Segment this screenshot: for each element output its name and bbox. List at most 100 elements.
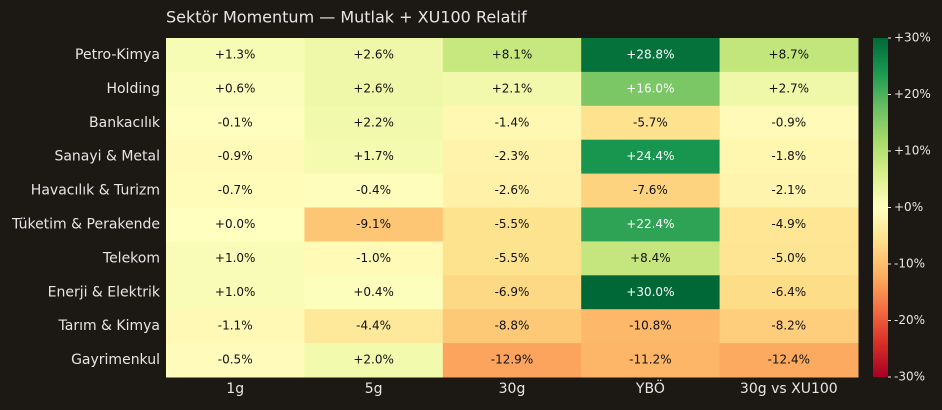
cell-label: -2.6%: [495, 183, 530, 197]
heat-cell: [304, 38, 444, 73]
heat-cell: [719, 173, 859, 208]
col-label: 1g: [226, 381, 244, 397]
cell-label: +0.0%: [215, 217, 256, 231]
cell-label: -0.7%: [218, 183, 253, 197]
colorbar-tick-label: +30%: [894, 31, 931, 45]
heat-cell: [166, 207, 305, 242]
row-label: Enerji & Elektrik: [48, 284, 161, 300]
heat-cell: [719, 38, 859, 73]
heat-cell: [719, 139, 859, 175]
cell-label: -1.8%: [771, 149, 806, 163]
colorbar-tick-label: -20%: [894, 313, 925, 327]
heat-cell: [442, 309, 582, 344]
cell-label: -5.7%: [633, 115, 668, 129]
cell-label: -7.6%: [633, 183, 668, 197]
cell-label: +28.8%: [626, 47, 674, 61]
cell-label: -5.5%: [495, 251, 530, 265]
cell-label: +2.2%: [353, 115, 394, 129]
heat-cell: [581, 241, 721, 276]
heat-cell: [581, 275, 721, 310]
heat-cell: [719, 207, 859, 242]
row-label: Tarım & Kimya: [58, 318, 161, 334]
cell-label: +24.4%: [626, 149, 674, 163]
cell-label: +22.4%: [626, 217, 674, 231]
heat-cell: [166, 71, 305, 107]
heat-cell: [166, 105, 305, 141]
heat-cell: [304, 71, 444, 107]
cell-label: +1.3%: [215, 47, 256, 61]
cell-label: -8.8%: [495, 319, 530, 333]
heat-cell: [166, 139, 305, 175]
cell-label: -1.1%: [218, 319, 253, 333]
cell-label: -4.9%: [771, 217, 806, 231]
heat-cell: [304, 275, 444, 310]
heat-cell: [304, 173, 444, 208]
cell-label: +2.0%: [353, 353, 394, 367]
cell-label: +1.0%: [215, 251, 256, 265]
row-label: Sanayi & Metal: [54, 149, 160, 165]
heat-cell: [166, 173, 305, 208]
heat-cell: [442, 173, 582, 208]
heat-cell: [166, 241, 305, 276]
heat-cell: [581, 71, 721, 107]
cell-label: +16.0%: [626, 81, 674, 95]
heat-cell: [581, 207, 721, 242]
heat-cell: [166, 309, 305, 344]
heat-cell: [304, 139, 444, 175]
colorbar-tick-label: +20%: [894, 87, 931, 101]
colorbar: [873, 38, 888, 377]
cell-label: -0.5%: [218, 353, 253, 367]
heat-cell: [442, 207, 582, 242]
row-label: Telekom: [102, 250, 160, 266]
heat-cell: [581, 139, 721, 175]
cell-label: +0.6%: [215, 81, 256, 95]
cell-label: +30.0%: [626, 285, 674, 299]
cell-label: +2.6%: [353, 47, 394, 61]
colorbar-tick-label: -10%: [894, 257, 925, 271]
col-label: 30g vs XU100: [740, 381, 838, 397]
row-label: Holding: [106, 81, 160, 97]
heat-cell: [581, 343, 721, 378]
heat-cell: [719, 241, 859, 276]
cell-label: -2.1%: [771, 183, 806, 197]
heat-cell: [719, 275, 859, 310]
col-label: YBÖ: [635, 379, 665, 397]
cell-label: -12.9%: [491, 353, 533, 367]
col-label: 5g: [365, 381, 383, 397]
cell-label: +0.4%: [353, 285, 394, 299]
cell-label: -4.4%: [356, 319, 391, 333]
heat-cell: [581, 309, 721, 344]
cell-label: -9.1%: [356, 217, 391, 231]
cell-label: -10.8%: [629, 319, 671, 333]
row-label: Bankacılık: [89, 115, 161, 131]
heat-cell: [304, 241, 444, 276]
heat-cell: [166, 38, 305, 73]
heat-cell: [442, 38, 582, 73]
col-label: 30g: [499, 381, 526, 397]
heat-cell: [442, 343, 582, 378]
cell-label: +8.7%: [769, 47, 810, 61]
heat-cell: [719, 343, 859, 378]
colorbar-tick-label: +0%: [894, 200, 923, 214]
heat-cell: [304, 207, 444, 242]
cell-label: +1.0%: [215, 285, 256, 299]
heat-cell: [166, 275, 305, 310]
heat-cell: [442, 275, 582, 310]
cell-label: +8.1%: [492, 47, 533, 61]
colorbar-tick-label: +10%: [894, 144, 931, 158]
heat-cell: [304, 105, 444, 141]
cell-label: -0.4%: [356, 183, 391, 197]
heat-cell: [442, 139, 582, 175]
cell-label: -5.0%: [771, 251, 806, 265]
cell-label: -12.4%: [768, 353, 810, 367]
cell-label: -8.2%: [771, 319, 806, 333]
row-label: Havacılık & Turizm: [31, 183, 160, 199]
cell-label: +2.7%: [769, 81, 810, 95]
row-label: Gayrimenkul: [71, 352, 160, 368]
heat-cell: [304, 343, 444, 378]
cell-label: +8.4%: [630, 251, 671, 265]
cell-label: +1.7%: [353, 149, 394, 163]
cell-label: -2.3%: [495, 149, 530, 163]
